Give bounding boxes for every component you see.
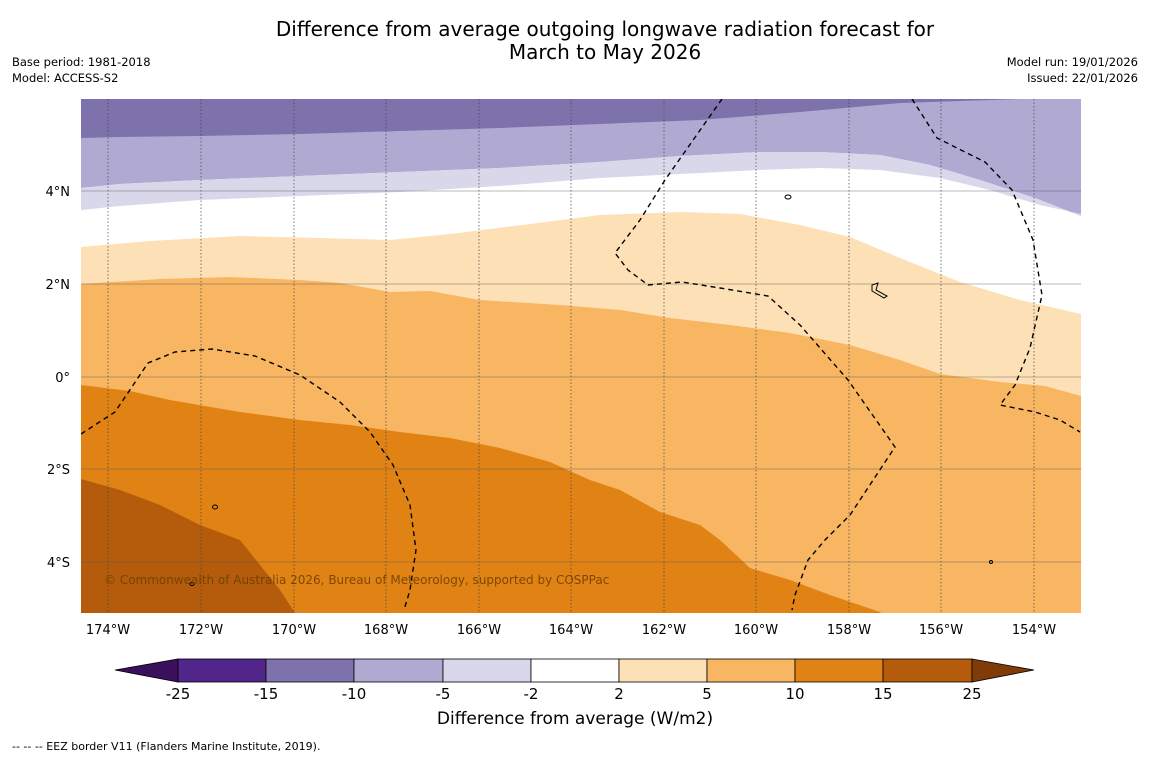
title-line-2: March to May 2026 bbox=[508, 40, 702, 64]
colorbar-segment bbox=[265, 658, 355, 683]
eez-border-east bbox=[911, 99, 1081, 433]
meta-right: Model run: 19/01/2026 Issued: 22/01/2026 bbox=[1007, 54, 1138, 86]
colorbar-extend-high bbox=[971, 658, 1035, 683]
lat-label: 2°N bbox=[46, 278, 71, 293]
lon-label: 172°W bbox=[179, 623, 223, 638]
meta-left: Base period: 1981-2018 Model: ACCESS-S2 bbox=[12, 54, 151, 86]
colorbar-segment bbox=[882, 658, 973, 683]
colorbar-tick: -5 bbox=[436, 685, 451, 703]
lat-label: 4°N bbox=[46, 185, 71, 200]
islands bbox=[189, 194, 993, 586]
chart-title: Difference from average outgoing longwav… bbox=[175, 18, 1035, 64]
copyright-text: © Commonwealth of Australia 2026, Bureau… bbox=[104, 573, 609, 587]
eez-border-central bbox=[614, 99, 896, 611]
colorbar-tick: 2 bbox=[614, 685, 624, 703]
colorbar-tick: -10 bbox=[342, 685, 367, 703]
lon-label: 174°W bbox=[86, 623, 130, 638]
colorbar-segment bbox=[618, 658, 708, 683]
band-minus-15-to-minus-10 bbox=[81, 99, 1081, 138]
title-line-1: Difference from average outgoing longwav… bbox=[275, 17, 935, 41]
colorbar-tick: 25 bbox=[962, 685, 981, 703]
lon-label: 170°W bbox=[272, 623, 316, 638]
colorbar-segment bbox=[353, 658, 444, 683]
colorbar-tick: -25 bbox=[166, 685, 191, 703]
issued-date: Issued: 22/01/2026 bbox=[1027, 71, 1138, 85]
longitude-labels: 174°W 172°W 170°W 168°W 166°W 164°W 162°… bbox=[86, 623, 1056, 638]
latitude-labels: 4°N 2°N 0° 2°S 4°S bbox=[46, 185, 71, 571]
island-southeast bbox=[989, 560, 993, 564]
lon-label: 162°W bbox=[642, 623, 686, 638]
colorbar-tick: -2 bbox=[524, 685, 539, 703]
colorbar-ticks: -25 -15 -10 -5 -2 2 5 10 15 25 bbox=[166, 685, 982, 703]
colorbar-segment bbox=[177, 658, 267, 683]
band-minus-5-to-minus-2-lower bbox=[81, 152, 1081, 216]
island-north bbox=[784, 194, 792, 200]
lat-label: 0° bbox=[55, 371, 70, 386]
colorbar-tick: 15 bbox=[873, 685, 892, 703]
lon-label: 156°W bbox=[919, 623, 963, 638]
island-southwest bbox=[212, 504, 218, 510]
eez-borders bbox=[81, 99, 1081, 611]
base-period: Base period: 1981-2018 bbox=[12, 55, 151, 69]
lat-label: 2°S bbox=[47, 463, 70, 478]
model-name: Model: ACCESS-S2 bbox=[12, 71, 119, 85]
lon-label: 154°W bbox=[1012, 623, 1056, 638]
colorbar-segment bbox=[794, 658, 884, 683]
colorbar-segment bbox=[706, 658, 796, 683]
graticule bbox=[81, 99, 1081, 613]
lon-label: 164°W bbox=[549, 623, 593, 638]
colorbar-label: Difference from average (W/m2) bbox=[436, 709, 714, 729]
island-south bbox=[189, 582, 195, 586]
lon-label: 168°W bbox=[364, 623, 408, 638]
colorbar bbox=[114, 658, 1035, 683]
lon-label: 158°W bbox=[827, 623, 871, 638]
colorbar-tick: 5 bbox=[702, 685, 712, 703]
contour-fills bbox=[81, 99, 1081, 613]
lon-label: 160°W bbox=[734, 623, 778, 638]
eez-footnote: -- -- -- EEZ border V11 (Flanders Marine… bbox=[12, 740, 321, 753]
band-10-to-15 bbox=[81, 385, 881, 613]
model-run: Model run: 19/01/2026 bbox=[1006, 55, 1138, 69]
colorbar-segment bbox=[442, 658, 532, 683]
lat-label: 4°S bbox=[47, 556, 70, 571]
lon-label: 166°W bbox=[457, 623, 501, 638]
eez-border-west bbox=[81, 348, 417, 611]
colorbar-segment bbox=[530, 658, 620, 683]
colorbar-tick: 10 bbox=[785, 685, 804, 703]
colorbar-tick: -15 bbox=[254, 685, 279, 703]
colorbar-extend-low bbox=[114, 658, 179, 683]
band-15-to-25 bbox=[81, 479, 295, 613]
island-group-east bbox=[871, 282, 888, 299]
